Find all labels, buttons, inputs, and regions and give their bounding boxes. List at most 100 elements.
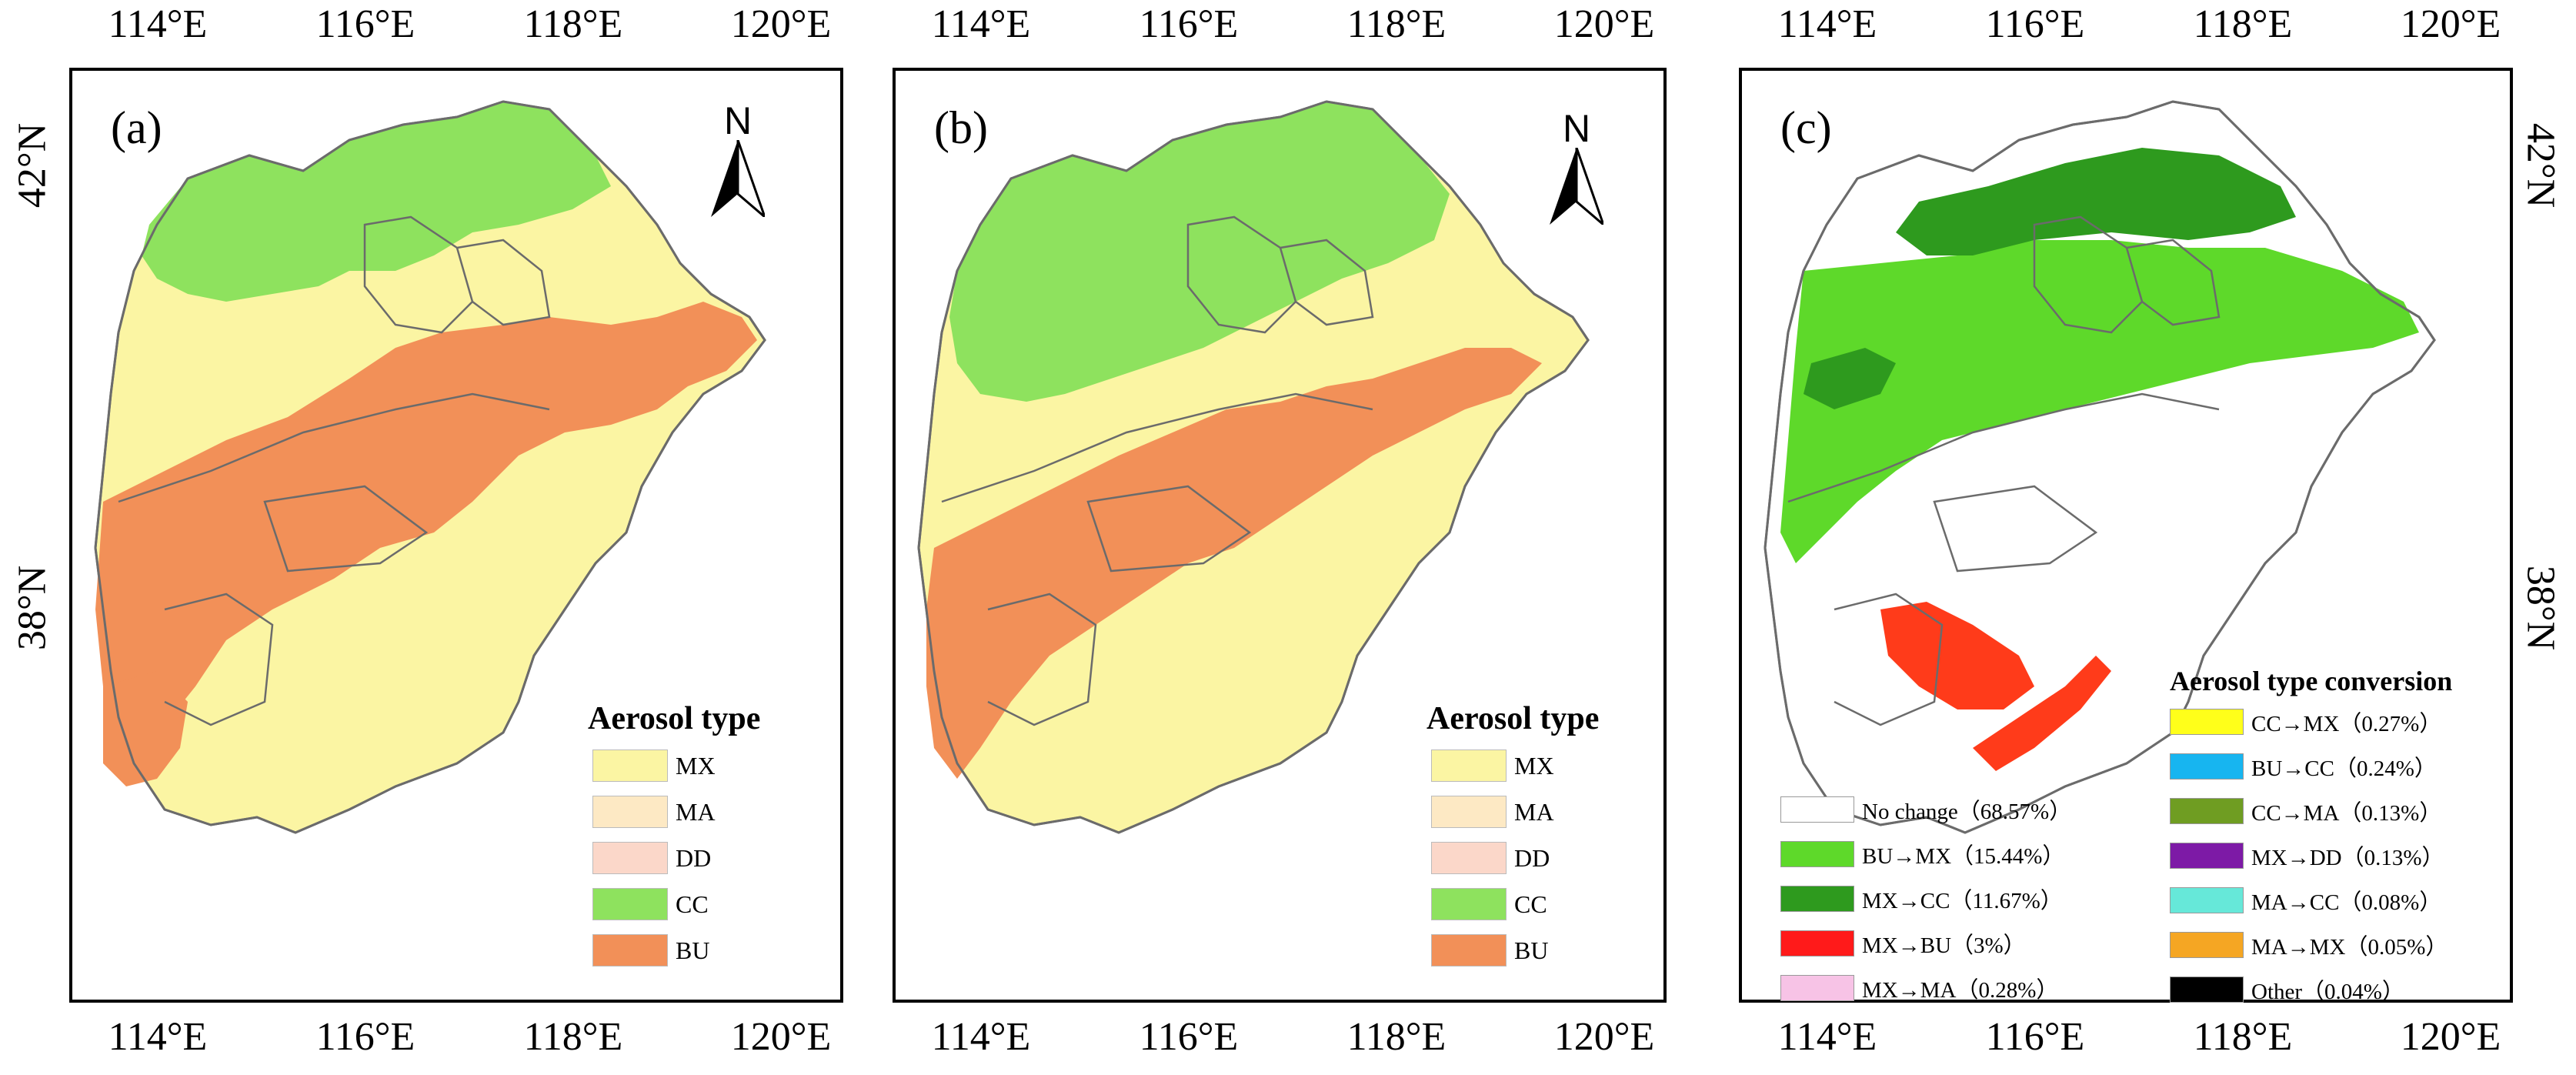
legend-item-cc: CC <box>592 886 709 922</box>
legend-item-bu-to-mx: BU→MX（15.44%） <box>1780 839 2064 870</box>
region-bu <box>926 348 1542 779</box>
province-boundaries <box>1787 215 2221 726</box>
panel-label: (c) <box>1780 102 1832 153</box>
region-mx-to-bu <box>1880 602 2034 709</box>
legend-item-ma: MA <box>1431 794 1554 830</box>
region-outline <box>1763 100 2436 834</box>
legend-item-ma-to-cc: MA→CC（0.08%） <box>2170 885 2441 916</box>
region-bu-to-mx <box>1780 240 2419 563</box>
map-frame: (b) N Aerosol type MX MA DD CC BU <box>893 68 1667 1003</box>
north-arrow: N <box>711 99 768 221</box>
legend-label: CC→MX（0.27%） <box>2251 712 2442 736</box>
lat-tick-label-left: 42°N <box>10 122 55 209</box>
legend-label: MA→MX（0.05%） <box>2251 935 2448 960</box>
map-frame: (a) N Aerosol type MX MA DD CC BU <box>69 68 843 1003</box>
north-arrow-icon <box>711 139 768 221</box>
panel-label: (b) <box>934 102 988 153</box>
panel-b: 114°E 116°E 118°E 120°E (b) N Aerosol ty… <box>885 0 1708 1075</box>
lon-tick-label-bottom: 118°E <box>1346 1015 1446 1059</box>
legend-swatch <box>2170 798 2244 824</box>
lon-tick-label-bottom: 120°E <box>2400 1015 2501 1059</box>
legend-swatch <box>592 749 668 782</box>
lon-tick-label-top: 118°E <box>1346 2 1446 46</box>
legend-label: BU→MX（15.44%） <box>1862 844 2065 869</box>
region-mx-to-cc-west <box>1804 348 1896 409</box>
legend-label: BU <box>676 936 710 964</box>
legend-swatch <box>2170 843 2244 869</box>
legend-item-cc: CC <box>1431 886 1547 922</box>
region-mx-to-cc <box>1896 148 2296 255</box>
lat-tick-label-right: 38°N <box>2518 565 2563 651</box>
legend-label: Other（0.04%） <box>2251 980 2404 1004</box>
legend-swatch <box>2170 709 2244 735</box>
legend-item-mx-to-cc: MX→CC（11.67%） <box>1780 883 2063 914</box>
lat-tick-label-right: 42°N <box>2518 122 2563 209</box>
aerosol-type-map <box>94 100 766 834</box>
lat-tick-label-left: 38°N <box>10 565 55 651</box>
legend-swatch <box>592 796 668 828</box>
lon-tick-label-top: 120°E <box>2400 2 2501 46</box>
legend-item-mx-to-bu: MX→BU（3%） <box>1780 928 2026 959</box>
legend-item-other: Other（0.04%） <box>2170 974 2404 1005</box>
legend-swatch <box>1780 930 1854 956</box>
legend-swatch <box>2170 977 2244 1003</box>
legend-label: MA <box>676 797 716 826</box>
legend-swatch <box>1780 841 1854 867</box>
legend-item-mx-to-dd: MX→DD（0.13%） <box>2170 840 2444 871</box>
legend-label: DD <box>676 843 712 872</box>
region-outline <box>917 100 1590 834</box>
province-boundaries <box>941 215 1374 726</box>
lon-tick-label-top: 116°E <box>1985 2 2085 46</box>
lon-tick-label-bottom: 116°E <box>1139 1015 1239 1059</box>
legend-label: BU→CC（0.24%） <box>2251 756 2437 781</box>
lon-tick-label-top: 114°E <box>1777 2 1877 46</box>
north-label: N <box>1562 107 1591 150</box>
legend-item-ma-to-mx: MA→MX（0.05%） <box>2170 930 2448 960</box>
panel-a: 114°E 116°E 118°E 120°E 42°N 38°N (a) N … <box>0 0 859 1075</box>
legend-label: MA→CC（0.08%） <box>2251 890 2442 915</box>
lon-tick-label-top: 118°E <box>523 2 623 46</box>
legend-swatch <box>1780 975 1854 1001</box>
legend-item-cc-to-ma: CC→MA（0.13%） <box>2170 796 2441 826</box>
aerosol-type-map <box>917 100 1590 834</box>
legend-item-mx: MX <box>1431 748 1554 783</box>
lon-tick-label-top: 116°E <box>1139 2 1239 46</box>
region-cc <box>949 102 1450 402</box>
lon-tick-label-bottom: 120°E <box>1553 1015 1655 1059</box>
legend-title: Aerosol type <box>588 701 761 736</box>
lon-tick-label-bottom: 116°E <box>315 1015 415 1059</box>
panel-label: (a) <box>111 102 162 153</box>
legend-label: CC <box>676 890 709 918</box>
lon-tick-label-top: 114°E <box>108 2 208 46</box>
legend-label: BU <box>1514 936 1549 964</box>
lon-tick-label-bottom: 120°E <box>730 1015 832 1059</box>
map-frame: (c) Aerosol type conversion CC→MX（0.27%）… <box>1739 68 2513 1005</box>
legend-item-cc-to-mx: CC→MX（0.27%） <box>2170 706 2441 737</box>
north-label: N <box>723 99 752 142</box>
legend-label: MA <box>1514 797 1554 826</box>
legend-swatch <box>1431 796 1507 828</box>
legend-label: MX <box>676 751 716 780</box>
legend-item-no-change: No change（68.57%） <box>1780 794 2071 825</box>
legend-swatch <box>1431 749 1507 782</box>
region-mx-to-bu-coast <box>1973 656 2111 771</box>
lon-tick-label-top: 120°E <box>730 2 832 46</box>
lon-tick-label-top: 114°E <box>931 2 1031 46</box>
legend-item-bu-to-cc: BU→CC（0.24%） <box>2170 751 2437 782</box>
legend-swatch <box>1431 934 1507 966</box>
province-boundaries <box>118 215 551 726</box>
lon-tick-label-bottom: 118°E <box>2193 1015 2293 1059</box>
legend-title: Aerosol type conversion <box>2170 666 2453 696</box>
north-arrow: N <box>1550 107 1607 229</box>
lon-tick-label-top: 120°E <box>1553 2 1655 46</box>
legend-swatch <box>2170 753 2244 780</box>
legend-item-mx-to-ma: MX→MA（0.28%） <box>1780 973 2058 1003</box>
legend-swatch <box>1431 842 1507 874</box>
legend-label: DD <box>1514 843 1550 872</box>
legend-item-bu: BU <box>592 933 709 968</box>
lon-tick-label-bottom: 114°E <box>931 1015 1031 1059</box>
legend-label: No change（68.57%） <box>1862 800 2072 824</box>
panel-c: 114°E 116°E 118°E 120°E 42°N 38°N (c) Ae… <box>1731 0 2576 1075</box>
legend-label: CC <box>1514 890 1547 918</box>
aerosol-conversion-map <box>1763 100 2436 834</box>
